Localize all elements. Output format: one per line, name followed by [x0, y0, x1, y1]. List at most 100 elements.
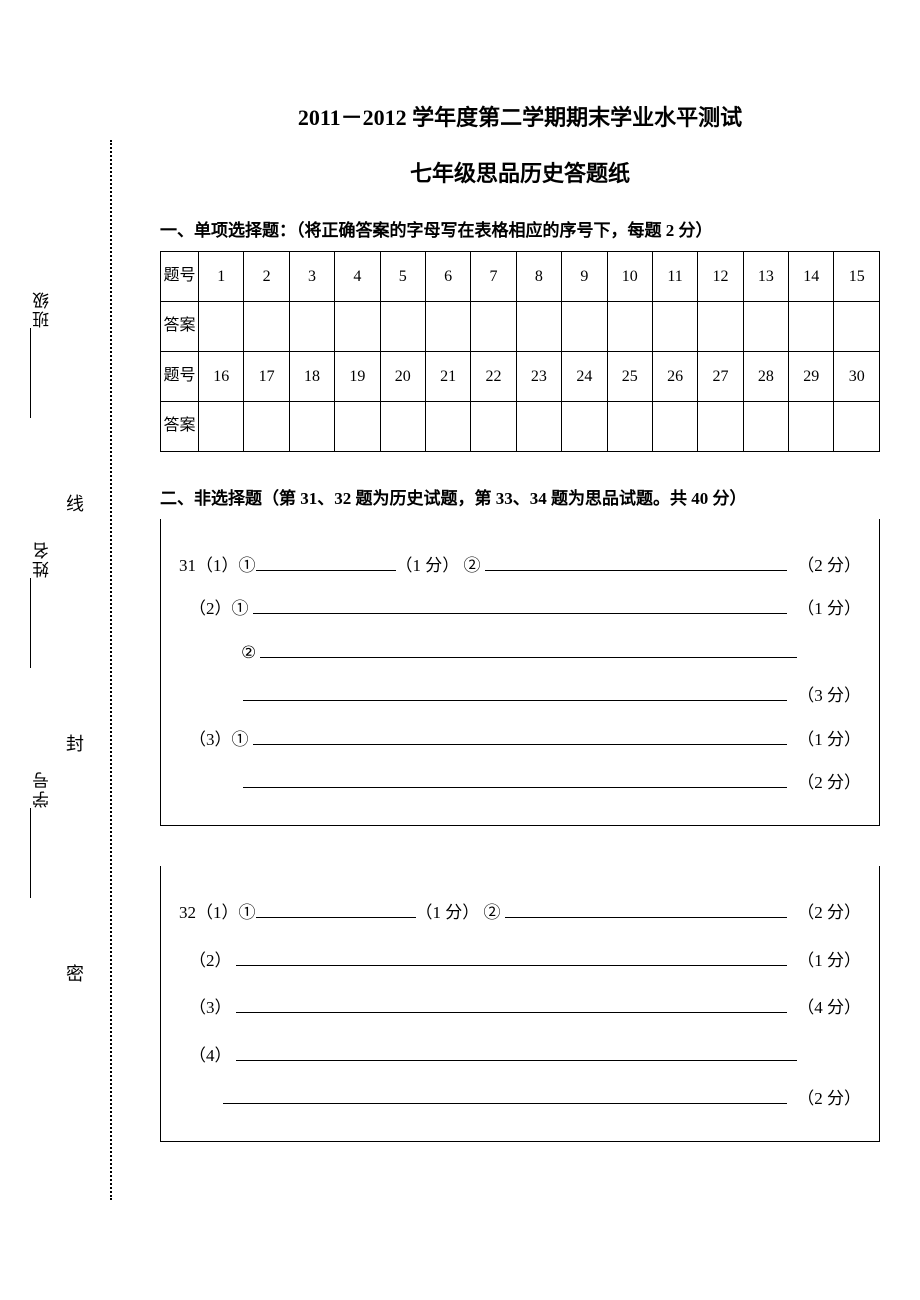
- q31-3-1: （3）① （1 分）: [179, 721, 861, 758]
- answer-cell[interactable]: [607, 302, 652, 352]
- blank[interactable]: [236, 947, 788, 966]
- qnum: 26: [652, 352, 697, 402]
- exam-title-line1: 2011－2012 学年度第二学期期末学业水平测试: [160, 100, 880, 132]
- qnum: 18: [289, 352, 334, 402]
- answer-cell[interactable]: [516, 302, 561, 352]
- answer-cell[interactable]: [834, 402, 880, 452]
- blank[interactable]: [485, 552, 788, 571]
- answer-cell[interactable]: [199, 402, 244, 452]
- answer-cell[interactable]: [335, 302, 380, 352]
- qnum: 20: [380, 352, 425, 402]
- answer-cell[interactable]: [516, 402, 561, 452]
- main-content: 2011－2012 学年度第二学期期末学业水平测试 七年级思品历史答题纸 一、单…: [160, 100, 880, 1182]
- blank[interactable]: [505, 900, 788, 919]
- answer-cell[interactable]: [289, 302, 334, 352]
- q32-1: 32（1）① （1 分） ② （2 分）: [179, 894, 861, 931]
- answer-cell[interactable]: [562, 302, 607, 352]
- answer-cell[interactable]: [471, 402, 516, 452]
- q32-1-prefix: 32（1）①: [179, 894, 256, 931]
- qnum: 25: [607, 352, 652, 402]
- answer-cell[interactable]: [425, 402, 470, 452]
- qnum: 4: [335, 252, 380, 302]
- seal-line-labels: 线 封 密: [60, 140, 90, 1190]
- answer-cell[interactable]: [425, 302, 470, 352]
- qnum: 22: [471, 352, 516, 402]
- blank[interactable]: [253, 596, 788, 615]
- answer-cell[interactable]: [471, 302, 516, 352]
- answer-cell[interactable]: [380, 302, 425, 352]
- answer-cell[interactable]: [698, 402, 743, 452]
- points: （2 分）: [797, 894, 861, 931]
- points: （4 分）: [797, 989, 861, 1026]
- q32-3: （3） （4 分）: [179, 989, 861, 1026]
- row-label: 答案: [161, 402, 199, 452]
- blank[interactable]: [223, 1085, 787, 1104]
- points: （3 分）: [797, 677, 861, 714]
- student-id-text: 学号: [33, 770, 52, 808]
- blank[interactable]: [236, 1042, 798, 1061]
- qnum: 9: [562, 252, 607, 302]
- blank[interactable]: [236, 994, 788, 1013]
- table-row: 答案: [161, 302, 880, 352]
- q31-3-cont: （2 分）: [179, 764, 861, 801]
- answer-cell[interactable]: [743, 402, 788, 452]
- q32-3-label: （3）: [189, 989, 232, 1026]
- qnum: 14: [789, 252, 834, 302]
- blank[interactable]: [243, 769, 787, 788]
- qnum: 24: [562, 352, 607, 402]
- qnum: 19: [335, 352, 380, 402]
- qnum: 8: [516, 252, 561, 302]
- answer-cell[interactable]: [834, 302, 880, 352]
- mc-answer-table: 题号 1 2 3 4 5 6 7 8 9 10 11 12 13 14 15 答…: [160, 251, 880, 452]
- answer-cell[interactable]: [289, 402, 334, 452]
- answer-cell[interactable]: [335, 402, 380, 452]
- answer-cell[interactable]: [607, 402, 652, 452]
- points: （2 分）: [797, 1080, 861, 1117]
- name-label: 姓名: [30, 540, 55, 668]
- q31-1-mid: （1 分） ②: [396, 547, 481, 584]
- qnum: 16: [199, 352, 244, 402]
- answer-cell[interactable]: [562, 402, 607, 452]
- blank[interactable]: [260, 639, 797, 658]
- qnum: 7: [471, 252, 516, 302]
- q32-1-mid: （1 分） ②: [416, 894, 501, 931]
- answer-cell[interactable]: [244, 302, 289, 352]
- row-label: 答案: [161, 302, 199, 352]
- q32-2: （2） （1 分）: [179, 942, 861, 979]
- seal-feng: 封: [66, 730, 84, 756]
- row-label: 题号: [161, 252, 199, 302]
- q32-4-cont: （2 分）: [179, 1080, 861, 1117]
- qnum: 27: [698, 352, 743, 402]
- answer-cell[interactable]: [380, 402, 425, 452]
- answer-cell[interactable]: [789, 402, 834, 452]
- exam-title-line2: 七年级思品历史答题纸: [160, 156, 880, 188]
- table-row: 题号 16 17 18 19 20 21 22 23 24 25 26 27 2…: [161, 352, 880, 402]
- qnum: 29: [789, 352, 834, 402]
- seal-mi: 密: [66, 960, 84, 986]
- answer-cell[interactable]: [743, 302, 788, 352]
- answer-cell[interactable]: [652, 302, 697, 352]
- blank[interactable]: [256, 900, 416, 919]
- q31-answer-box: 31（1）① （1 分） ② （2 分） （2）① （1 分） ② （3 分） …: [160, 519, 880, 826]
- answer-cell[interactable]: [244, 402, 289, 452]
- qnum: 11: [652, 252, 697, 302]
- blank[interactable]: [243, 682, 787, 701]
- points: （1 分）: [797, 942, 861, 979]
- answer-cell[interactable]: [199, 302, 244, 352]
- answer-cell[interactable]: [652, 402, 697, 452]
- answer-cell[interactable]: [698, 302, 743, 352]
- answer-cell[interactable]: [789, 302, 834, 352]
- row-label: 题号: [161, 352, 199, 402]
- table-row: 题号 1 2 3 4 5 6 7 8 9 10 11 12 13 14 15: [161, 252, 880, 302]
- q31-1-prefix: 31（1）①: [179, 547, 256, 584]
- qnum: 3: [289, 252, 334, 302]
- points: （2 分）: [797, 764, 861, 801]
- student-id-label: 学号: [30, 770, 55, 898]
- section2-heading: 二、非选择题（第 31、32 题为历史试题，第 33、34 题为思品试题。共 4…: [160, 484, 880, 509]
- qnum: 6: [425, 252, 470, 302]
- qnum: 2: [244, 252, 289, 302]
- qnum: 15: [834, 252, 880, 302]
- qnum: 5: [380, 252, 425, 302]
- blank[interactable]: [256, 552, 396, 571]
- blank[interactable]: [253, 726, 788, 745]
